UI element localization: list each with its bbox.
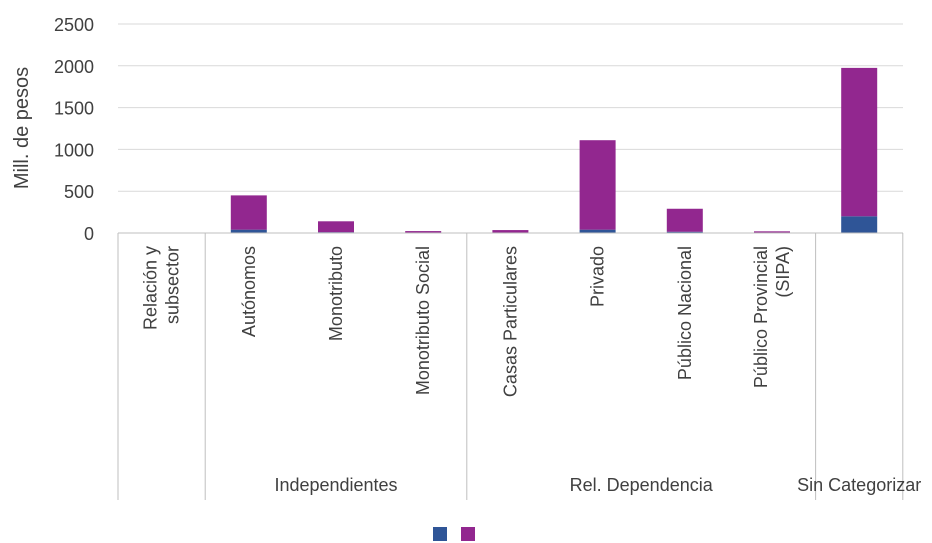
bar-segment	[405, 231, 442, 233]
x-tick-label: Casas Particulares	[500, 246, 520, 397]
bars	[230, 67, 878, 233]
bar-segment	[666, 208, 703, 232]
x-tick-label: Público Nacional	[675, 246, 695, 380]
bar-segment	[754, 231, 790, 233]
bar-segment	[230, 229, 267, 233]
x-tick-label: Relación y subsector	[141, 246, 183, 330]
group-label: Rel. Dependencia	[570, 475, 714, 495]
x-tick-label: Monotributo	[326, 246, 346, 341]
y-tick-label: 2500	[54, 15, 94, 35]
group-label: Independientes	[274, 475, 397, 495]
bar-segment	[666, 231, 703, 233]
bar-segment	[579, 140, 616, 230]
x-tick-label: Privado	[588, 246, 608, 307]
bar-segment	[492, 230, 529, 233]
legend-swatch	[433, 527, 447, 541]
y-tick-label: 1500	[54, 99, 94, 119]
y-axis-label: Mill. de pesos	[11, 67, 33, 189]
bar-segment	[318, 221, 354, 233]
x-tick-label: Autónomos	[239, 246, 259, 337]
x-tick-label: Monotributo Social	[413, 246, 433, 395]
bar-segment	[230, 195, 267, 230]
legend-swatch	[461, 527, 475, 541]
bar-segment	[841, 216, 878, 233]
x-tick-label: Público Provincial (SIPA)	[751, 246, 793, 388]
y-axis-ticks: 0 500 1000 1500 2000 2500	[54, 15, 94, 244]
y-tick-label: 500	[64, 182, 94, 202]
y-tick-label: 1000	[54, 140, 94, 160]
y-tick-label: 0	[84, 224, 94, 244]
x-axis: Relación y subsector Autónomos Monotributo M…	[117, 232, 921, 500]
group-label: Sin Categorizar	[797, 475, 921, 495]
legend	[433, 527, 475, 541]
bar-segment	[841, 67, 878, 217]
bar-segment	[579, 229, 616, 233]
y-tick-label: 2000	[54, 57, 94, 77]
